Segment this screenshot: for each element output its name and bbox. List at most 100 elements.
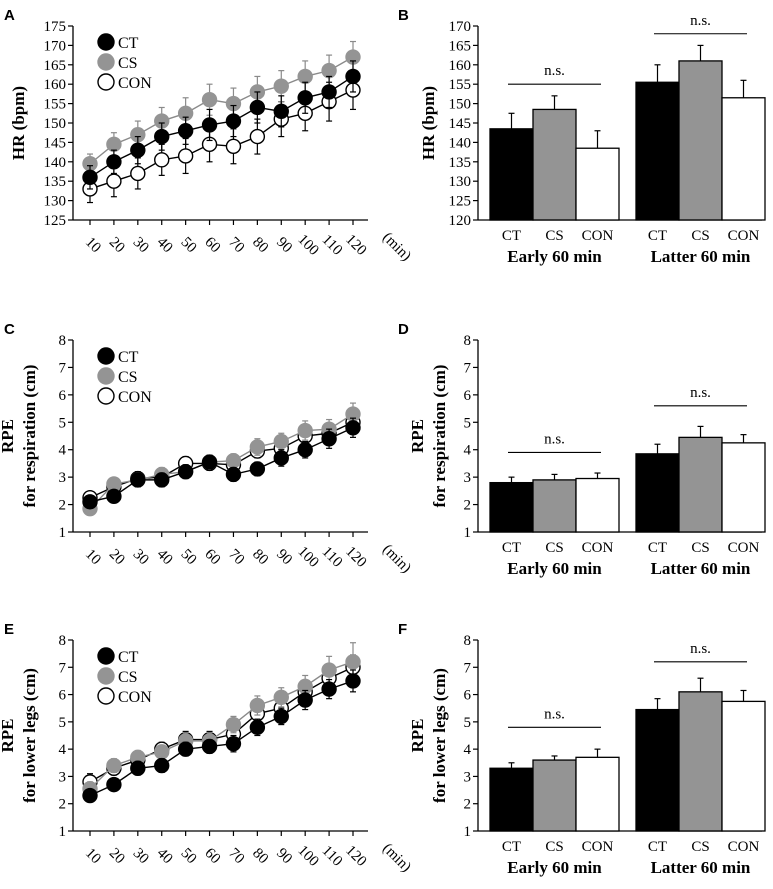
data-point-CT — [201, 738, 218, 755]
legend-marker-CS — [97, 667, 115, 685]
x-tick-label: 90 — [273, 845, 295, 867]
x-tick-label: 40 — [154, 845, 176, 867]
y-tick-label: 6 — [59, 388, 67, 404]
panel-label-E: E — [4, 621, 14, 638]
category-label-CT: CT — [502, 228, 521, 244]
legend-label-CON: CON — [118, 389, 152, 406]
data-point-CT — [130, 142, 146, 158]
category-label-CS: CS — [691, 839, 709, 855]
x-tick-label: 70 — [225, 234, 247, 256]
data-point-CT — [225, 113, 242, 129]
legend-label-CT: CT — [118, 349, 139, 366]
series-line-CS — [89, 56, 354, 165]
x-axis-unit: (min) — [379, 230, 414, 265]
y-axis-subtitle: for respiration (cm) — [20, 365, 39, 508]
legend-marker-CT — [97, 347, 115, 365]
data-point-CS — [201, 92, 218, 108]
data-point-CS — [225, 716, 242, 733]
x-tick-label: 80 — [249, 234, 271, 256]
x-tick-label: 20 — [106, 845, 128, 867]
y-tick-label: 6 — [464, 388, 472, 404]
x-tick-label: 60 — [201, 845, 223, 867]
data-point-CT — [273, 103, 289, 120]
data-point-CT — [201, 117, 218, 133]
category-label-CON: CON — [582, 228, 614, 244]
bar-CS — [532, 108, 577, 221]
bar-CON — [575, 477, 620, 533]
y-tick-label: 2 — [59, 498, 67, 514]
x-tick-label: 70 — [225, 845, 247, 867]
x-tick-label: 40 — [154, 234, 176, 256]
category-label-CT: CT — [648, 228, 667, 244]
bar-CT — [489, 128, 534, 221]
data-point-CS — [154, 744, 170, 760]
y-tick-label: 140 — [44, 155, 67, 171]
data-point-CT — [345, 420, 361, 436]
legend-marker-CON — [97, 73, 115, 91]
group-label: Latter 60 min — [651, 858, 751, 877]
x-tick-label: 110 — [319, 843, 346, 870]
y-tick-label: 5 — [464, 415, 472, 431]
bar-CT — [635, 453, 680, 533]
y-tick-label: 2 — [464, 797, 472, 813]
panel-label-A: A — [4, 7, 15, 24]
y-tick-label: 5 — [59, 415, 67, 431]
y-tick-label: 8 — [464, 633, 472, 649]
y-tick-label: 125 — [44, 213, 67, 229]
y-tick-label: 4 — [464, 443, 472, 459]
x-tick-label: 20 — [106, 546, 128, 568]
data-point-CS — [273, 78, 289, 94]
y-tick-label: 165 — [44, 58, 67, 74]
data-point-CON — [177, 148, 194, 164]
data-point-CS — [106, 136, 122, 153]
data-point-CS — [273, 433, 289, 450]
data-point-CON — [106, 173, 122, 189]
data-point-CS — [249, 697, 266, 714]
data-point-CS — [225, 452, 242, 469]
data-point-CT — [201, 454, 218, 470]
category-label-CS: CS — [545, 540, 563, 556]
panel-F: F 1 2 3 4 5 6 7 8 RPE for lower legs (cm) CT CS CON Ea… — [398, 621, 766, 877]
data-point-CT — [154, 757, 170, 774]
x-tick-label: 60 — [201, 234, 223, 256]
legend-marker-CON — [97, 687, 115, 705]
x-tick-label: 30 — [130, 546, 152, 568]
y-tick-label: 1 — [59, 525, 67, 541]
category-label-CS: CS — [545, 839, 563, 855]
significance-label: n.s. — [690, 13, 711, 29]
x-tick-label: 50 — [178, 234, 200, 256]
y-tick-label: 1 — [464, 525, 472, 541]
group-label: Early 60 min — [507, 247, 602, 266]
data-point-CS — [321, 662, 337, 678]
y-tick-label: 4 — [59, 443, 67, 459]
x-tick-label: 90 — [273, 234, 295, 256]
significance-label: n.s. — [690, 641, 711, 657]
x-tick-label: 10 — [82, 234, 104, 256]
group-label: Latter 60 min — [651, 559, 751, 578]
y-axis-title: RPE — [0, 719, 17, 753]
category-label-CT: CT — [502, 839, 521, 855]
x-axis-unit: (min) — [379, 841, 414, 876]
y-tick-label: 145 — [449, 116, 472, 132]
y-tick-label: 8 — [59, 333, 67, 349]
x-tick-label: 100 — [294, 232, 321, 259]
x-tick-label: 20 — [106, 234, 128, 256]
category-label-CS: CS — [691, 540, 709, 556]
data-point-CT — [321, 84, 337, 100]
data-point-CT — [130, 760, 146, 776]
category-label-CON: CON — [728, 540, 760, 556]
data-point-CT — [82, 494, 98, 510]
y-tick-label: 135 — [44, 174, 67, 190]
legend-label-CON: CON — [118, 689, 152, 706]
data-point-CON — [249, 128, 266, 145]
x-tick-label: 80 — [249, 546, 271, 568]
data-point-CT — [297, 90, 313, 106]
x-tick-label: 90 — [273, 546, 295, 568]
group-label: Early 60 min — [507, 858, 602, 877]
data-point-CON — [154, 152, 170, 168]
y-tick-label: 7 — [59, 360, 67, 376]
data-point-CT — [177, 741, 194, 757]
group-label: Latter 60 min — [651, 247, 751, 266]
